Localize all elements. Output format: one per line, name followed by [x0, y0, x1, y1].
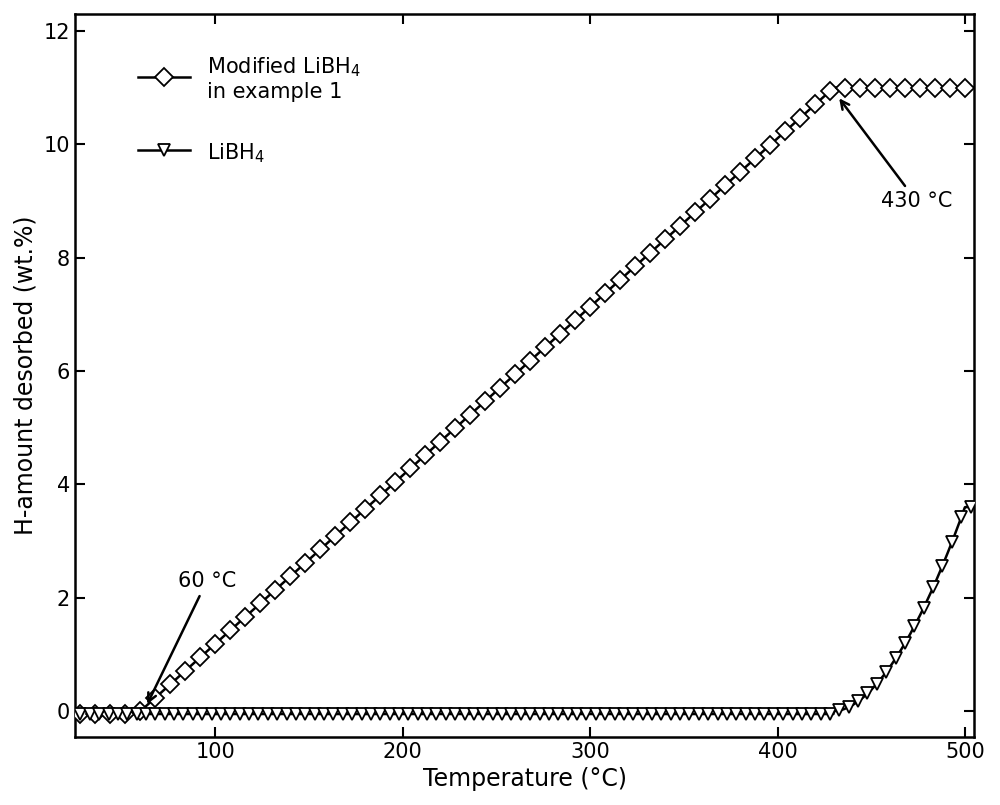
- X-axis label: Temperature (°C): Temperature (°C): [423, 767, 627, 791]
- Text: 60 °C: 60 °C: [148, 571, 236, 702]
- Text: 430 °C: 430 °C: [841, 101, 952, 211]
- Y-axis label: H-amount desorbed (wt.%): H-amount desorbed (wt.%): [14, 216, 38, 535]
- Legend: Modified LiBH$_4$
in example 1, LiBH$_4$: Modified LiBH$_4$ in example 1, LiBH$_4$: [121, 39, 377, 182]
